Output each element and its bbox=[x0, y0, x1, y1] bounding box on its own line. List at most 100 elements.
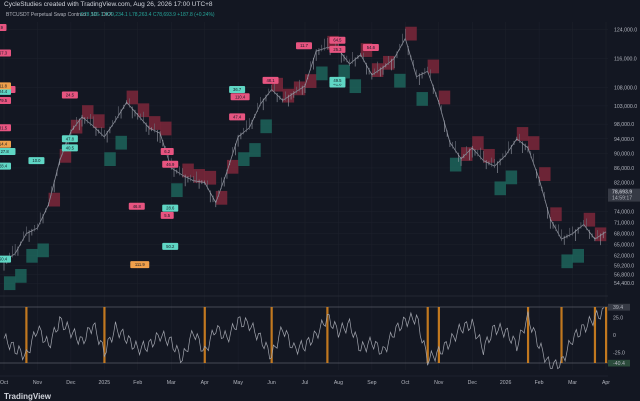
resistance-band bbox=[271, 77, 284, 92]
price-tick-label: 116,000.0 bbox=[614, 56, 637, 62]
support-band bbox=[572, 248, 585, 263]
support-band bbox=[561, 254, 573, 269]
support-band bbox=[4, 276, 16, 291]
sell-label-text: 46.8 bbox=[133, 204, 142, 209]
oscillator-panel: 40.039.425.00-25.0-40.0-40.4 bbox=[0, 295, 630, 370]
time-tick-label: Dec bbox=[468, 380, 478, 386]
price-axis: 124,000.0 116,000.0 108,000.0 103,000.0 98,0… bbox=[608, 0, 640, 392]
support-band bbox=[249, 143, 261, 157]
last-price-text: 78,693.9 bbox=[612, 190, 632, 196]
sell-label-text: 67.3 bbox=[0, 51, 8, 56]
extreme-zone-bar bbox=[270, 307, 273, 363]
sell-label bbox=[160, 211, 174, 219]
sell-label-text: 5.9 bbox=[0, 25, 4, 30]
resistance-band bbox=[527, 136, 540, 150]
resistance-band bbox=[193, 169, 205, 183]
oscillator-value-tag bbox=[608, 360, 630, 367]
sell-label-text: 79.5 bbox=[0, 98, 8, 103]
price-tick-label: 82,000.0 bbox=[614, 181, 634, 187]
buy-label bbox=[329, 76, 346, 84]
time-tick-label: 2025 bbox=[99, 380, 111, 386]
sell-label bbox=[128, 202, 145, 210]
buy-label-text: 28.4 bbox=[0, 164, 8, 169]
buy-label-text: 50.4 bbox=[0, 257, 8, 262]
resistance-band bbox=[550, 207, 562, 222]
price-tick-label: 71,000.0 bbox=[614, 221, 634, 227]
support-band bbox=[494, 181, 506, 196]
extreme-zone-bar bbox=[426, 307, 429, 363]
oscillator-tick-label: -40.4 bbox=[613, 361, 625, 367]
extreme-label bbox=[0, 140, 11, 148]
price-tick-label: 86,000.0 bbox=[614, 166, 634, 172]
extreme-zone-bar bbox=[560, 307, 563, 363]
resistance-band bbox=[137, 103, 150, 118]
oscillator-line bbox=[3, 307, 605, 370]
time-tick-label: Nov bbox=[434, 380, 444, 386]
resistance-band bbox=[305, 74, 317, 88]
price-tick-label: 54,400.0 bbox=[614, 281, 634, 287]
time-tick-label: Apr bbox=[602, 380, 610, 386]
time-tick-label: Oct bbox=[0, 380, 9, 386]
support-band bbox=[26, 248, 38, 263]
extreme-zone-bar bbox=[605, 307, 608, 363]
support-band bbox=[416, 92, 428, 106]
extreme-label bbox=[130, 261, 150, 269]
sell-label-text: 46.9 bbox=[166, 162, 175, 167]
resistance-band bbox=[472, 136, 484, 150]
oscillator-tick-label: 39.4 bbox=[613, 305, 623, 311]
buy-label-text: 47.0 27.8 bbox=[0, 149, 9, 154]
buy-label-text: 24.4 bbox=[0, 89, 8, 94]
price-tick-label: 103,000.0 bbox=[614, 104, 637, 110]
buy-label bbox=[61, 144, 78, 152]
time-tick-label: 2026 bbox=[500, 380, 512, 386]
oscillator-tick-label: -25.0 bbox=[613, 350, 625, 356]
sell-label-text: 110.4 bbox=[235, 94, 246, 99]
buy-label-text: 10.0 bbox=[32, 158, 41, 163]
sell-label bbox=[229, 113, 246, 121]
buy-label bbox=[0, 255, 11, 263]
support-band bbox=[15, 269, 27, 283]
resistance-band bbox=[148, 116, 161, 130]
extreme-zone-bar bbox=[25, 307, 28, 363]
resistance-band bbox=[427, 59, 440, 74]
sell-label bbox=[0, 96, 11, 104]
resistance-band bbox=[438, 90, 451, 105]
sell-label bbox=[329, 45, 346, 53]
time-tick-label: Oct bbox=[401, 380, 410, 386]
price-tick-label: 56,800.0 bbox=[614, 272, 634, 278]
price-tick-label: 59,200.0 bbox=[614, 264, 634, 270]
buy-label bbox=[162, 204, 179, 212]
buy-label bbox=[229, 86, 246, 93]
sell-label bbox=[296, 42, 312, 50]
time-tick-label: Mar bbox=[568, 380, 577, 386]
resistance-band bbox=[583, 212, 596, 227]
sell-label bbox=[0, 124, 11, 132]
resistance-band bbox=[405, 26, 417, 41]
time-axis: Oct Nov Dec 2025 Feb Mar Apr May Jun Jul Aug Sep Oct… bbox=[0, 375, 610, 386]
resistance-band bbox=[483, 148, 495, 163]
buy-label bbox=[28, 157, 45, 165]
oscillator-tick-label: 25.0 bbox=[613, 315, 623, 321]
last-price-tag bbox=[608, 188, 640, 202]
buy-label-text: 49.5 bbox=[333, 78, 342, 83]
resistance-band bbox=[539, 167, 551, 181]
countdown-text: 14:59:17 bbox=[612, 196, 632, 202]
time-tick-label: Aug bbox=[334, 380, 343, 386]
sell-label-text: 31.5 bbox=[0, 125, 8, 130]
sell-label bbox=[230, 93, 250, 101]
price-tick-label: 74,000.0 bbox=[614, 210, 634, 216]
support-band bbox=[37, 243, 49, 258]
sell-label-text: 24.5 bbox=[66, 92, 75, 97]
price-tick-label: 124,000.0 bbox=[614, 27, 637, 33]
sell-label bbox=[262, 76, 279, 84]
support-band bbox=[171, 183, 183, 198]
buy-label bbox=[61, 135, 78, 143]
support-band bbox=[338, 64, 350, 79]
price-tick-label: 98,000.0 bbox=[614, 122, 634, 128]
price-tick-label: 65,000.0 bbox=[614, 243, 634, 249]
resistance-band bbox=[126, 90, 139, 105]
oscillator-value-tag bbox=[608, 304, 630, 311]
buy-label bbox=[0, 162, 11, 170]
price-tick-label: 62,000.0 bbox=[614, 254, 634, 260]
